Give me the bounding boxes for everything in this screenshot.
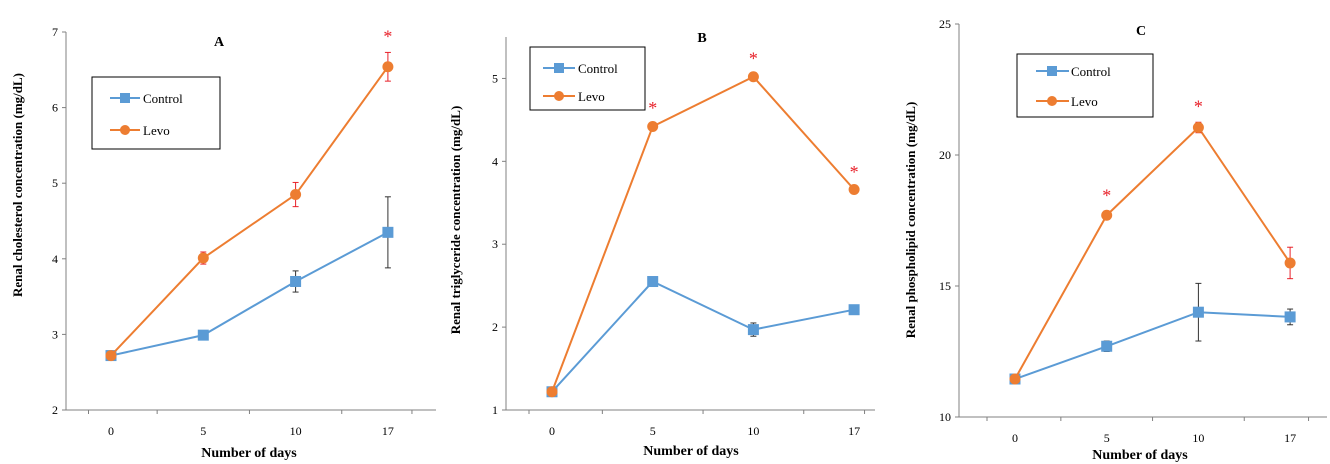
series-line-levo — [110, 66, 389, 357]
y-tick-label: 3 — [52, 327, 58, 341]
y-tick-label: 2 — [52, 403, 58, 417]
chart-title: B — [697, 31, 706, 46]
series-line-levo — [551, 75, 855, 393]
legend-item-control: Control — [1036, 64, 1111, 79]
y-axis-label: Renal triglyceride concentration (mg/dL) — [448, 106, 463, 335]
y-tick-label: 1 — [492, 403, 498, 417]
y-tick-label: 5 — [52, 176, 58, 190]
plot-area: 10 15 20 25 0 5 10 17 * * — [939, 17, 1327, 445]
chart-title: A — [214, 35, 225, 50]
x-tick-label: 5 — [650, 424, 656, 438]
y-tick-label: 25 — [939, 17, 951, 31]
series-line-levo — [1014, 125, 1291, 380]
data-point-levo — [382, 61, 394, 73]
data-point-levo — [105, 350, 117, 362]
data-point-levo — [197, 252, 209, 264]
chart-panel-a: Renal cholesterol concentration (mg/dL) … — [10, 25, 436, 461]
significance-star: * — [648, 98, 657, 118]
chart-panel-c: Renal phospholipid concentration (mg/dL)… — [903, 17, 1327, 463]
data-point-control — [1101, 340, 1113, 352]
legend-label-levo: Levo — [143, 123, 170, 138]
legend: Control Levo — [529, 46, 646, 111]
data-point-levo — [1101, 209, 1113, 221]
legend-marker-control — [554, 63, 564, 73]
legend-label-control: Control — [143, 91, 183, 106]
x-tick-label: 5 — [1104, 431, 1110, 445]
y-tick-label: 10 — [939, 410, 951, 424]
data-point-control — [382, 226, 394, 238]
legend-marker-levo — [1047, 96, 1057, 106]
data-point-control — [197, 329, 209, 341]
y-tick-label: 20 — [939, 148, 951, 162]
legend-item-levo: Levo — [1036, 94, 1098, 109]
y-tick-label: 6 — [52, 101, 58, 115]
y-tick-label: 5 — [492, 71, 498, 85]
y-tick-label: 2 — [492, 320, 498, 334]
data-point-control — [747, 324, 759, 336]
chart-title: C — [1136, 24, 1146, 39]
x-tick-label: 0 — [549, 424, 555, 438]
legend-marker-levo — [120, 125, 130, 135]
data-point-control — [647, 276, 659, 288]
legend: Control Levo — [91, 76, 221, 150]
x-tick-label: 17 — [382, 424, 394, 438]
x-tick-label: 10 — [747, 424, 759, 438]
data-point-levo — [647, 121, 659, 133]
data-point-control — [290, 275, 302, 287]
y-tick-label: 4 — [52, 252, 58, 266]
legend-label-levo: Levo — [578, 89, 605, 104]
x-axis-label: Number of days — [643, 444, 739, 459]
x-tick-label: 0 — [108, 424, 114, 438]
significance-star: * — [850, 162, 859, 182]
legend-item-control: Control — [543, 61, 618, 76]
chart-panel-b: Renal triglyceride concentration (mg/dL)… — [448, 31, 875, 459]
series-line-control — [551, 280, 855, 393]
plot-area: 2 3 4 5 6 7 0 5 10 17 * — [52, 25, 436, 438]
significance-star: * — [749, 48, 758, 68]
legend-item-levo: Levo — [543, 89, 605, 104]
x-axis-label: Number of days — [1092, 448, 1188, 463]
legend-label-control: Control — [578, 61, 618, 76]
legend-item-control: Control — [110, 91, 183, 106]
x-tick-label: 5 — [200, 424, 206, 438]
x-tick-label: 10 — [1192, 431, 1204, 445]
legend-marker-control — [1047, 66, 1057, 76]
x-tick-label: 10 — [290, 424, 302, 438]
legend-box — [91, 76, 221, 150]
x-tick-label: 17 — [848, 424, 860, 438]
y-tick-label: 3 — [492, 237, 498, 251]
legend-box — [1016, 53, 1154, 118]
y-tick-label: 4 — [492, 154, 498, 168]
data-point-control — [1192, 306, 1204, 318]
legend-label-levo: Levo — [1071, 94, 1098, 109]
series-line-control — [110, 231, 389, 357]
legend-marker-control — [120, 93, 130, 103]
data-point-levo — [1192, 121, 1204, 133]
x-tick-label: 0 — [1012, 431, 1018, 445]
legend-marker-levo — [554, 91, 564, 101]
y-tick-label: 7 — [52, 25, 58, 39]
legend-label-control: Control — [1071, 64, 1111, 79]
y-axis-label: Renal cholesterol concentration (mg/dL) — [10, 73, 25, 297]
y-tick-label: 15 — [939, 279, 951, 293]
x-axis-label: Number of days — [201, 446, 297, 461]
legend-box — [529, 46, 646, 111]
x-tick-label: 17 — [1284, 431, 1296, 445]
data-point-levo — [546, 386, 558, 398]
y-axis-label: Renal phospholipid concentration (mg/dL) — [903, 102, 918, 339]
significance-star: * — [1194, 96, 1203, 116]
series-line-control — [1014, 311, 1291, 380]
data-point-levo — [1009, 373, 1021, 385]
data-point-levo — [747, 71, 759, 83]
data-point-levo — [1284, 257, 1296, 269]
data-point-control — [1284, 311, 1296, 323]
plot-area: 1 2 3 4 5 0 5 10 17 * * * — [492, 37, 875, 438]
data-point-control — [848, 304, 860, 316]
data-point-levo — [848, 184, 860, 196]
legend: Control Levo — [1016, 53, 1154, 118]
significance-star: * — [1102, 185, 1111, 205]
significance-star: * — [383, 26, 392, 46]
data-point-levo — [290, 189, 302, 201]
legend-item-levo: Levo — [110, 123, 170, 138]
